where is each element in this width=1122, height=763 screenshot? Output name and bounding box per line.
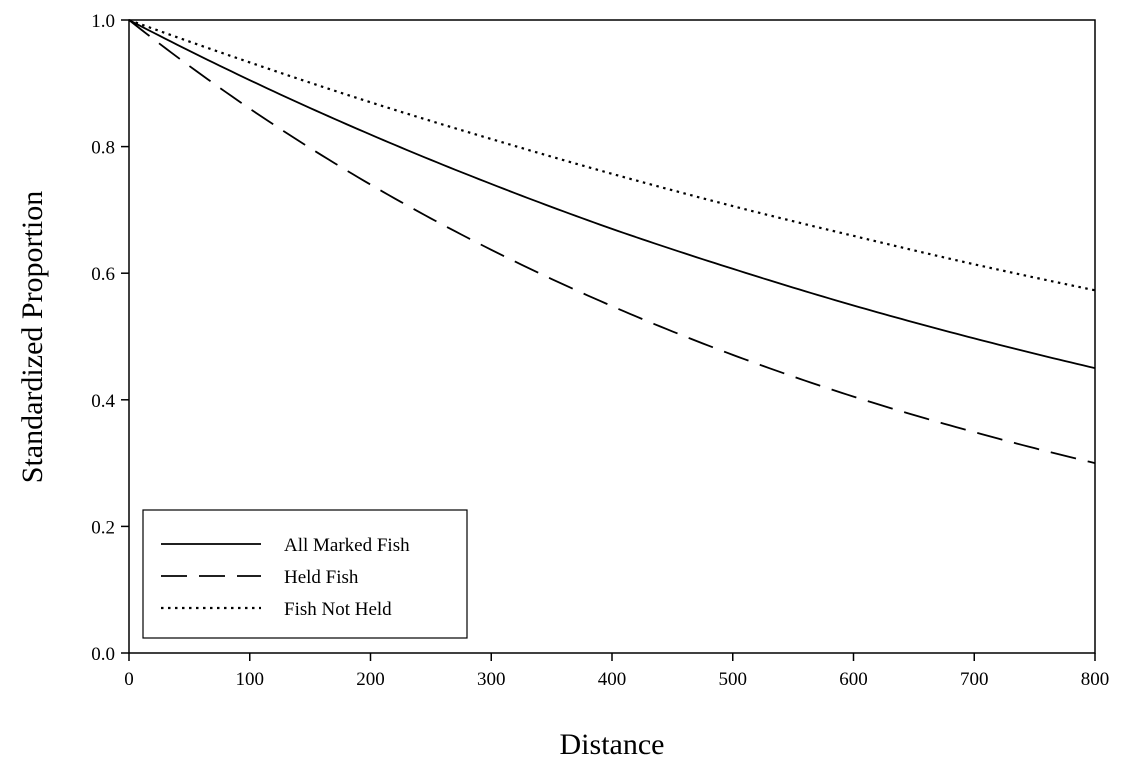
series-line-fish-not-held (128, 18, 1096, 292)
legend-label: Fish Not Held (284, 599, 392, 620)
x-tick-label: 300 (477, 669, 506, 690)
y-tick-label: 0.4 (91, 391, 115, 412)
y-tick-label: 1.0 (91, 11, 115, 32)
x-axis-title: Distance (560, 728, 665, 761)
y-tick-label: 0.8 (91, 138, 115, 159)
x-tick-label: 600 (839, 669, 868, 690)
legend-label: All Marked Fish (284, 535, 410, 556)
series-lines (128, 18, 1096, 464)
series-line-held-fish (128, 19, 1096, 464)
legend-label: Held Fish (284, 567, 359, 588)
legend-box (142, 509, 468, 639)
x-tick-label: 500 (719, 669, 748, 690)
y-tick-label: 0.0 (91, 644, 115, 665)
x-tick-label: 800 (1081, 669, 1110, 690)
y-tick-label: 0.6 (91, 264, 115, 285)
x-tick-label: 200 (356, 669, 385, 690)
y-axis-title: Standardized Proportion (16, 191, 49, 483)
x-tick-label: 100 (236, 669, 265, 690)
x-tick-label: 400 (598, 669, 627, 690)
x-tick-label: 700 (960, 669, 989, 690)
legend: All Marked Fish Held Fish Fish Not Held (142, 509, 468, 639)
series-line-all-marked-fish (128, 19, 1096, 370)
ticks: 0 100 200 300 400 500 600 700 800 0.0 0.2 0.4 0.6 0.8… (91, 11, 1109, 690)
y-tick-label: 0.2 (91, 517, 115, 538)
x-tick-label: 0 (124, 669, 134, 690)
